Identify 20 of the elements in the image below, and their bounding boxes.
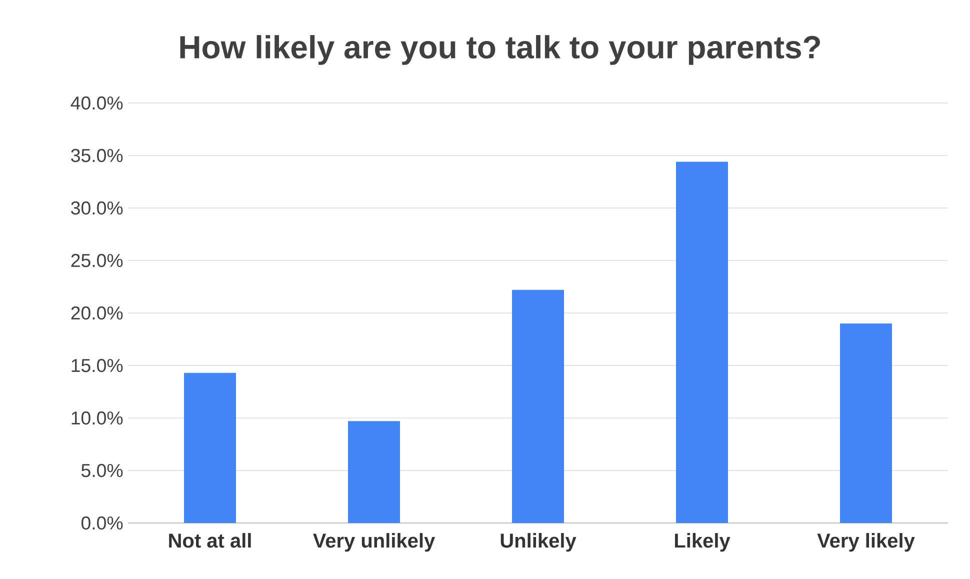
bar xyxy=(184,372,236,523)
chart-title: How likely are you to talk to your parents? xyxy=(180,35,820,65)
y-tick-label: 25.0% xyxy=(71,254,123,268)
y-tick-label: 40.0% xyxy=(70,96,123,110)
x-tick-label: Unlikely xyxy=(500,533,576,552)
y-tick-label: 0.0% xyxy=(81,516,123,530)
x-tick-label: Very unlikely xyxy=(313,533,436,552)
y-tick-label: 5.0% xyxy=(82,464,123,478)
y-tick-label: 15.0% xyxy=(72,358,123,372)
x-tick-label: Very likely xyxy=(817,533,915,552)
y-tick-label: 35.0% xyxy=(71,148,123,162)
bar xyxy=(348,421,400,523)
y-tick-label: 30.0% xyxy=(71,201,123,215)
y-tick-label: 20.0% xyxy=(71,306,123,320)
x-tick-label: Likely xyxy=(674,533,730,552)
y-tick-label: 10.0% xyxy=(72,411,123,425)
bar xyxy=(676,162,728,523)
x-tick-label: Not at all xyxy=(169,533,251,548)
bar xyxy=(840,324,892,523)
bar xyxy=(512,290,564,523)
